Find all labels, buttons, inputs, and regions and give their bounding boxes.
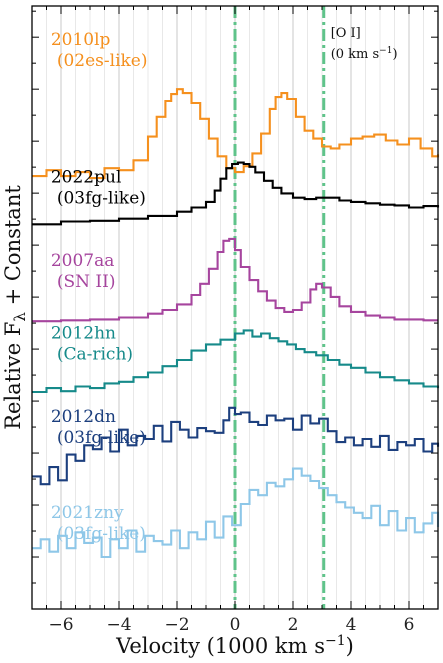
- oi-annotation-text: (0 km s: [331, 47, 379, 62]
- series-label-2010lp: 2010lp: [51, 30, 111, 50]
- series-line-2012dn: [32, 406, 440, 486]
- x-tick-label: 6: [404, 615, 415, 635]
- series-sublabel-2010lp: (02es-like): [57, 51, 148, 71]
- series-sublabel-2012dn: (03fg-like): [57, 428, 146, 448]
- series-label-2022pul: 2022pul: [51, 168, 122, 188]
- y-axis-label-rest: + Constant: [1, 185, 25, 312]
- series-line-2021zny: [32, 467, 440, 559]
- x-tick-label: −4: [106, 615, 131, 635]
- series-sublabel-2022pul: (03fg-like): [57, 189, 146, 209]
- series-label-2012dn: 2012dn: [51, 407, 116, 427]
- series-line-2022pul: [32, 161, 440, 226]
- x-tick-label: −2: [164, 615, 189, 635]
- oi-annotation-line2: (0 km s−1): [331, 46, 398, 62]
- series-line-2007aa: [32, 237, 438, 323]
- oi-annotation-close: ): [392, 47, 397, 62]
- series-sublabel-2007aa: (SN II): [57, 272, 116, 292]
- series-label-2012hn: 2012hn: [51, 324, 116, 344]
- x-axis-label-sup: −1: [325, 633, 346, 649]
- reference-lines: [233, 6, 326, 609]
- series-sublabel-2021zny: (03fg-like): [57, 524, 146, 544]
- x-tick-label: 0: [230, 615, 241, 635]
- oi-annotation-line1: [O I]: [331, 26, 361, 41]
- y-axis-label-text: Relative F: [1, 322, 25, 430]
- oi-annotation-sup: −1: [379, 46, 392, 56]
- x-axis-label: Velocity (1000 km s−1): [115, 633, 354, 658]
- x-tick-label: 4: [346, 615, 357, 635]
- x-tick-label: −6: [48, 615, 73, 635]
- series-label-2021zny: 2021zny: [51, 503, 124, 523]
- series-labels: 2010lp(02es-like)2022pul(03fg-like)2007a…: [51, 30, 148, 544]
- x-tick-labels: −6 −4 −2 0 2 4 6: [48, 615, 414, 635]
- x-axis-label-close: ): [346, 634, 354, 658]
- tick-marks: [31, 6, 439, 609]
- series-sublabel-2012hn: (Ca-rich): [57, 345, 133, 365]
- y-axis-label: Relative Fλ + Constant: [1, 185, 29, 430]
- x-tick-label: 2: [288, 615, 299, 635]
- y-axis-label-sub: λ: [11, 312, 29, 322]
- series-layer: [32, 88, 440, 559]
- series-label-2007aa: 2007aa: [51, 251, 115, 271]
- x-axis-label-text: Velocity (1000 km s: [115, 634, 325, 658]
- series-line-2012hn: [32, 329, 440, 394]
